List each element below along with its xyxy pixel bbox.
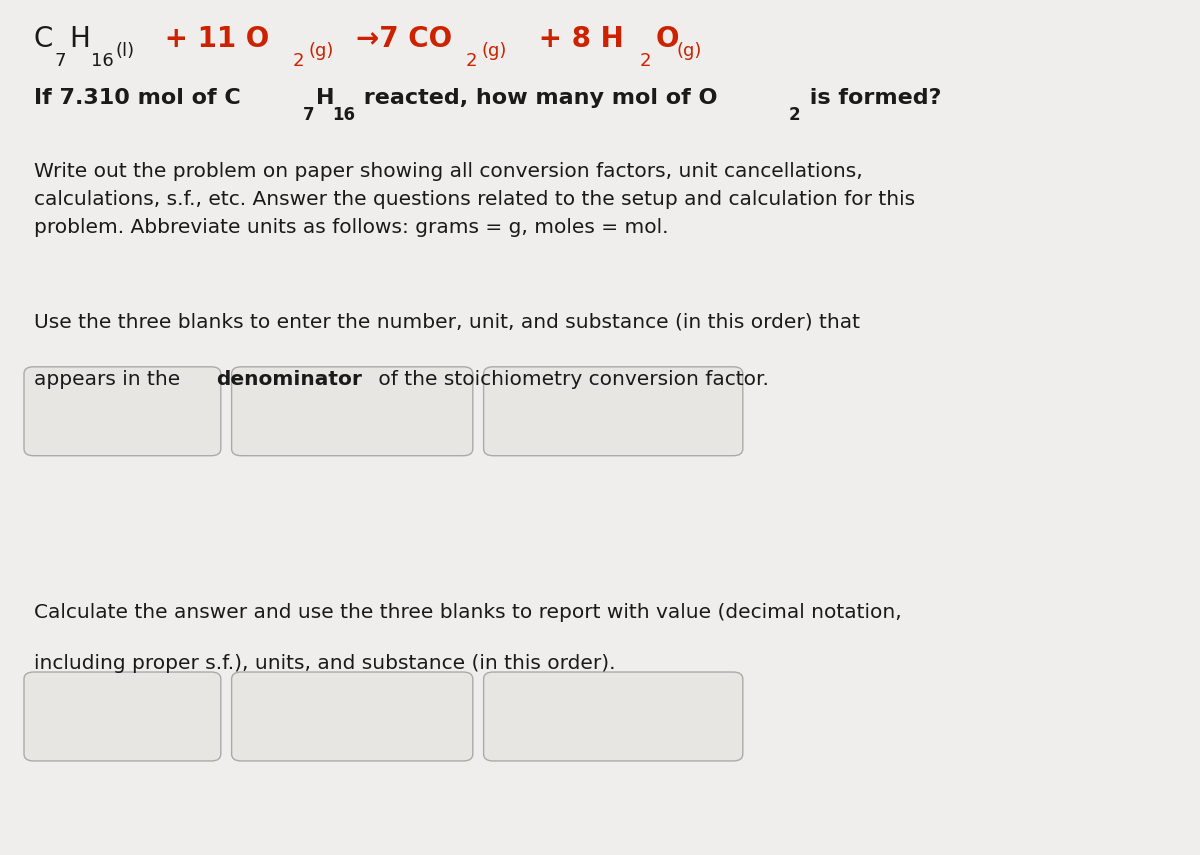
Text: (g): (g) [677, 42, 702, 60]
Text: →7 CO: →7 CO [356, 25, 452, 53]
FancyBboxPatch shape [232, 367, 473, 456]
Text: C: C [34, 25, 53, 53]
Text: 7: 7 [302, 106, 314, 124]
FancyBboxPatch shape [24, 672, 221, 761]
Text: of the stoichiometry conversion factor.: of the stoichiometry conversion factor. [372, 370, 769, 389]
Text: 7: 7 [54, 52, 66, 70]
Text: + 8 H: + 8 H [529, 25, 624, 53]
Text: H: H [316, 88, 334, 109]
Text: 16: 16 [91, 52, 114, 70]
FancyBboxPatch shape [232, 672, 473, 761]
Text: If 7.310 mol of C: If 7.310 mol of C [34, 88, 240, 109]
Text: Calculate the answer and use the three blanks to report with value (decimal nota: Calculate the answer and use the three b… [34, 603, 901, 622]
Text: reacted, how many mol of O: reacted, how many mol of O [356, 88, 718, 109]
Text: 16: 16 [332, 106, 355, 124]
Text: Write out the problem on paper showing all conversion factors, unit cancellation: Write out the problem on paper showing a… [34, 162, 914, 238]
Text: H: H [70, 25, 90, 53]
Text: 2: 2 [788, 106, 800, 124]
Text: O: O [655, 25, 679, 53]
Text: denominator: denominator [216, 370, 362, 389]
Text: (g): (g) [308, 42, 334, 60]
Text: 2: 2 [640, 52, 652, 70]
Text: Use the three blanks to enter the number, unit, and substance (in this order) th: Use the three blanks to enter the number… [34, 312, 859, 331]
Text: (l): (l) [115, 42, 134, 60]
FancyBboxPatch shape [484, 672, 743, 761]
Text: (g): (g) [481, 42, 506, 60]
FancyBboxPatch shape [484, 367, 743, 456]
FancyBboxPatch shape [24, 367, 221, 456]
Text: is formed?: is formed? [802, 88, 941, 109]
Text: 2: 2 [466, 52, 478, 70]
Text: appears in the: appears in the [34, 370, 186, 389]
Text: including proper s.f.), units, and substance (in this order).: including proper s.f.), units, and subst… [34, 654, 616, 673]
Text: + 11 O: + 11 O [155, 25, 269, 53]
Text: 2: 2 [293, 52, 305, 70]
